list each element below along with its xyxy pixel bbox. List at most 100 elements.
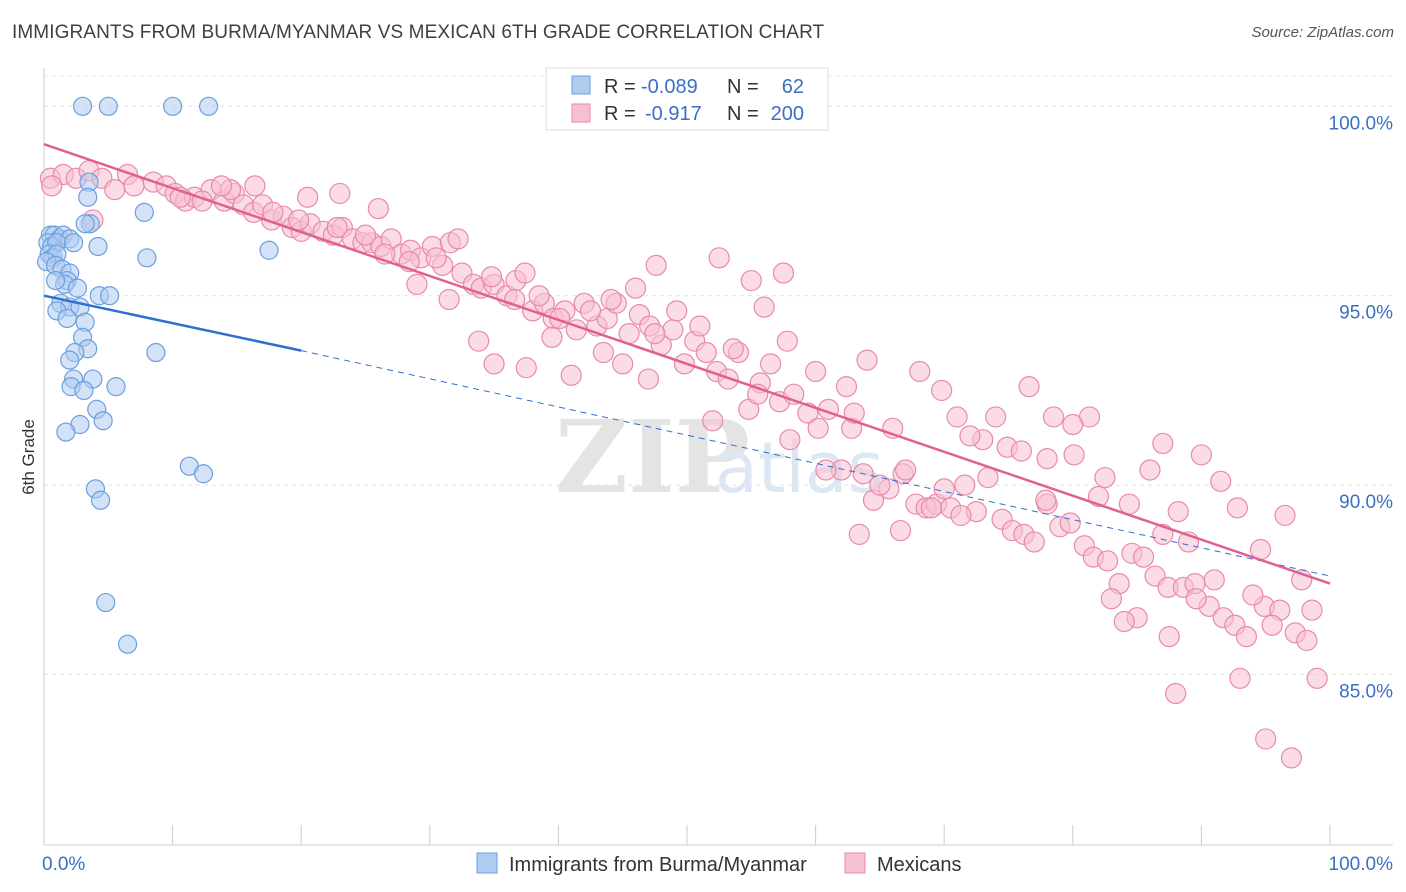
y-tick-label-3: 85.0%	[1339, 682, 1393, 703]
point-mexicans-128	[549, 307, 571, 330]
point-burma-57	[90, 490, 111, 510]
chart-title: IMMIGRANTS FROM BURMA/MYANMAR VS MEXICAN…	[12, 22, 825, 43]
point-mexicans-193	[1229, 667, 1251, 689]
y-tick-label-0: 100.0%	[1329, 113, 1394, 134]
point-mexicans-127	[528, 285, 550, 307]
data-points	[36, 96, 1328, 769]
legend-r-label-mexicans: R =	[604, 103, 636, 125]
point-mexicans-169	[541, 326, 563, 348]
point-mexicans-137	[753, 296, 775, 318]
point-mexicans-149	[1042, 406, 1065, 428]
point-burma-53	[56, 422, 76, 442]
point-mexicans-141	[856, 349, 878, 371]
legend-r-value-burma: -0.089	[641, 76, 698, 98]
point-burma-0	[72, 96, 93, 116]
point-mexicans-172	[612, 353, 634, 375]
point-mexicans-195	[1280, 747, 1303, 769]
point-mexicans-125	[480, 266, 503, 288]
point-mexicans-201	[708, 247, 730, 269]
point-mexicans-183	[985, 406, 1007, 428]
point-burma-44	[146, 342, 166, 363]
series-burma	[36, 96, 279, 654]
point-mexicans-155	[1152, 432, 1174, 455]
point-mexicans-156	[1167, 501, 1189, 523]
trend-mexicans	[43, 143, 1331, 585]
point-mexicans-166	[468, 330, 490, 352]
point-mexicans-100	[1132, 546, 1155, 568]
point-mexicans-199	[329, 182, 351, 205]
point-mexicans-139	[804, 360, 827, 383]
point-burma-6	[134, 202, 154, 222]
point-mexicans-181	[933, 478, 955, 500]
point-mexicans-211	[1185, 588, 1207, 610]
x-tick-label-max: 100.0%	[1329, 854, 1394, 875]
point-burma-25	[259, 240, 279, 260]
point-mexicans-167	[483, 353, 505, 375]
point-mexicans-165	[438, 288, 460, 311]
point-burma-3	[199, 96, 219, 116]
point-mexicans-153	[1118, 493, 1140, 515]
point-burma-59	[117, 634, 138, 654]
legend-n-value-mexicans: 200	[771, 103, 804, 125]
series-mexicans	[39, 160, 1328, 769]
point-mexicans-112	[1296, 629, 1318, 652]
point-mexicans-46	[514, 262, 536, 284]
point-mexicans-130	[600, 288, 622, 311]
point-mexicans-174	[702, 410, 724, 432]
y-tick-label-2: 90.0%	[1339, 492, 1393, 513]
point-burma-1	[98, 96, 118, 116]
point-mexicans-197	[210, 175, 233, 197]
bottom-legend-swatch-burma	[476, 852, 498, 874]
point-mexicans-176	[779, 429, 801, 451]
x-tick-label-min: 0.0%	[42, 854, 85, 875]
point-mexicans-9	[123, 175, 145, 197]
point-mexicans-152	[1094, 466, 1116, 489]
point-mexicans-154	[1139, 459, 1161, 481]
point-mexicans-124	[447, 228, 469, 250]
point-mexicans-143	[909, 360, 931, 383]
point-burma-30	[67, 278, 88, 298]
point-mexicans-173	[637, 368, 660, 390]
point-mexicans-145	[946, 406, 968, 428]
point-mexicans-185	[1036, 448, 1058, 470]
point-mexicans-214	[1301, 599, 1323, 621]
point-mexicans-188	[1100, 588, 1122, 610]
point-mexicans-196	[1306, 667, 1328, 689]
point-mexicans-69	[759, 353, 782, 375]
point-mexicans-144	[931, 379, 953, 402]
axes	[43, 68, 1393, 846]
point-mexicans-184	[1010, 440, 1032, 462]
point-mexicans-161	[1274, 504, 1296, 527]
bottom-legend-label-burma: Immigrants from Burma/Myanmar	[509, 854, 807, 876]
point-mexicans-198	[297, 186, 319, 208]
point-mexicans-91	[1023, 531, 1045, 553]
point-mexicans-108	[1235, 626, 1258, 648]
legend-n-label-burma: N =	[727, 76, 759, 98]
point-burma-49	[106, 377, 126, 397]
point-mexicans-140	[835, 376, 858, 398]
point-mexicans-203	[848, 523, 870, 545]
point-mexicans-138	[776, 330, 798, 352]
point-mexicans-208	[1113, 610, 1135, 633]
point-mexicans-94	[1059, 512, 1081, 534]
point-mexicans-164	[406, 273, 428, 295]
point-burma-48	[74, 380, 94, 401]
point-burma-5	[78, 187, 98, 207]
y-tick-labels: 100.0% 95.0% 90.0% 85.0%	[1329, 113, 1394, 702]
point-mexicans-97	[1096, 550, 1119, 572]
point-mexicans-133	[666, 300, 688, 322]
legend-n-label-mexicans: N =	[727, 103, 759, 125]
point-mexicans-192	[1203, 569, 1225, 591]
point-mexicans-210	[1165, 682, 1187, 705]
source-label: Source: ZipAtlas.com	[1251, 24, 1394, 41]
point-mexicans-187	[1087, 485, 1110, 508]
point-mexicans-120	[354, 224, 377, 246]
legend-n-value-burma: 62	[782, 76, 804, 98]
point-mexicans-163	[367, 197, 389, 220]
point-mexicans-136	[740, 269, 762, 292]
point-burma-51	[93, 411, 113, 431]
point-mexicans-8	[104, 179, 126, 201]
trend-burma-solid	[43, 294, 302, 352]
series-legend: Immigrants from Burma/Myanmar Mexicans	[476, 852, 961, 876]
